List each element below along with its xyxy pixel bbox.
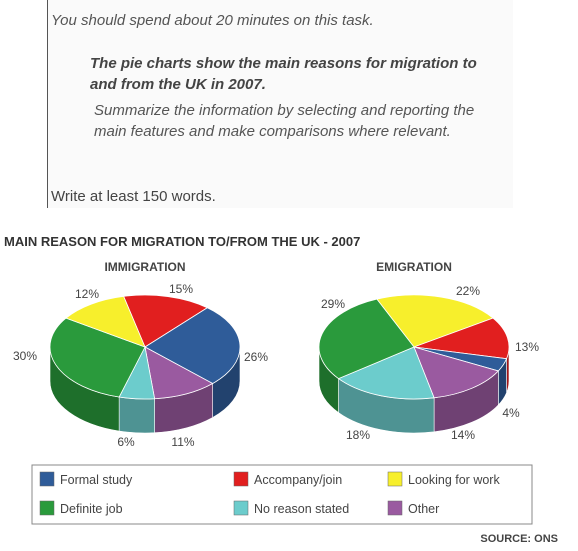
legend-label-accompany-join: Accompany/join [254,473,342,487]
pie-slice-looking-for-work [376,294,494,348]
legend-label-definite-job: Definite job [60,502,123,516]
task-title: The pie charts show the main reasons for… [90,55,477,93]
pie-slice-other [144,346,214,400]
pie-slice-definite-job [318,298,415,380]
legend-label-other: Other [408,502,439,516]
slice-label-formal-study: 26% [244,350,268,364]
pie-sides [49,346,241,434]
pie-slice-looking-for-work [65,295,146,348]
pie-charts: MAIN REASON FOR MIGRATION TO/FROM THE UK… [4,234,558,545]
pie-slice-other [413,346,500,399]
pie-side-no-reason-stated [118,396,155,434]
legend-label-looking-for-work: Looking for work [408,473,500,487]
legend-swatch-looking-for-work [387,471,403,487]
slice-label-other: 11% [171,435,194,449]
slice-label-looking-for-work: 22% [456,284,480,298]
legend: Formal study Accompany/join Looking for wo… [31,464,533,525]
pie-sides [318,346,510,434]
pie-slice-definite-job [49,317,146,398]
legend-frame [31,464,533,525]
source-note: SOURCE: ONS [480,533,558,545]
task-intro: You should spend about 20 minutes on thi… [51,12,374,29]
slice-label-no-reason-stated: 18% [346,428,370,442]
slice-label-formal-study: 4% [502,406,520,420]
pie-slice-accompany-join [123,294,209,348]
legend-swatch-definite-job [39,500,55,516]
pie-title-immigration: IMMIGRATION [104,260,185,274]
legend-swatch-no-reason-stated [233,500,249,516]
pie-slice-accompany-join [413,317,510,360]
chart-title: MAIN REASON FOR MIGRATION TO/FROM THE UK… [4,234,360,249]
task-word-count: Write at least 150 words. [51,188,216,205]
legend-swatch-formal-study [39,471,55,487]
slice-label-accompany-join: 13% [515,340,539,354]
task-box: You should spend about 20 minutes on thi… [47,0,513,208]
legend-swatch-accompany-join [233,471,249,487]
pie-emigration: 22% 13% 4% 14% 18% 29% [318,284,539,442]
pie-title-emigration: EMIGRATION [376,260,452,274]
pie-slice-formal-study [144,307,241,384]
slice-label-accompany-join: 15% [169,282,193,296]
slice-label-definite-job: 29% [321,297,345,311]
slice-label-other: 14% [451,428,475,442]
slice-label-looking-for-work: 12% [75,287,99,301]
pie-immigration: 15% 26% 11% 6% 30% 12% [13,282,268,449]
legend-swatch-other [387,500,403,516]
task-instructions: Summarize the information by selecting a… [94,102,475,140]
legend-label-no-reason-stated: No reason stated [254,502,349,516]
legend-label-formal-study: Formal study [60,473,133,487]
slice-label-definite-job: 30% [13,349,37,363]
slice-label-no-reason-stated: 6% [117,435,135,449]
pie-slice-no-reason-stated [337,346,435,400]
